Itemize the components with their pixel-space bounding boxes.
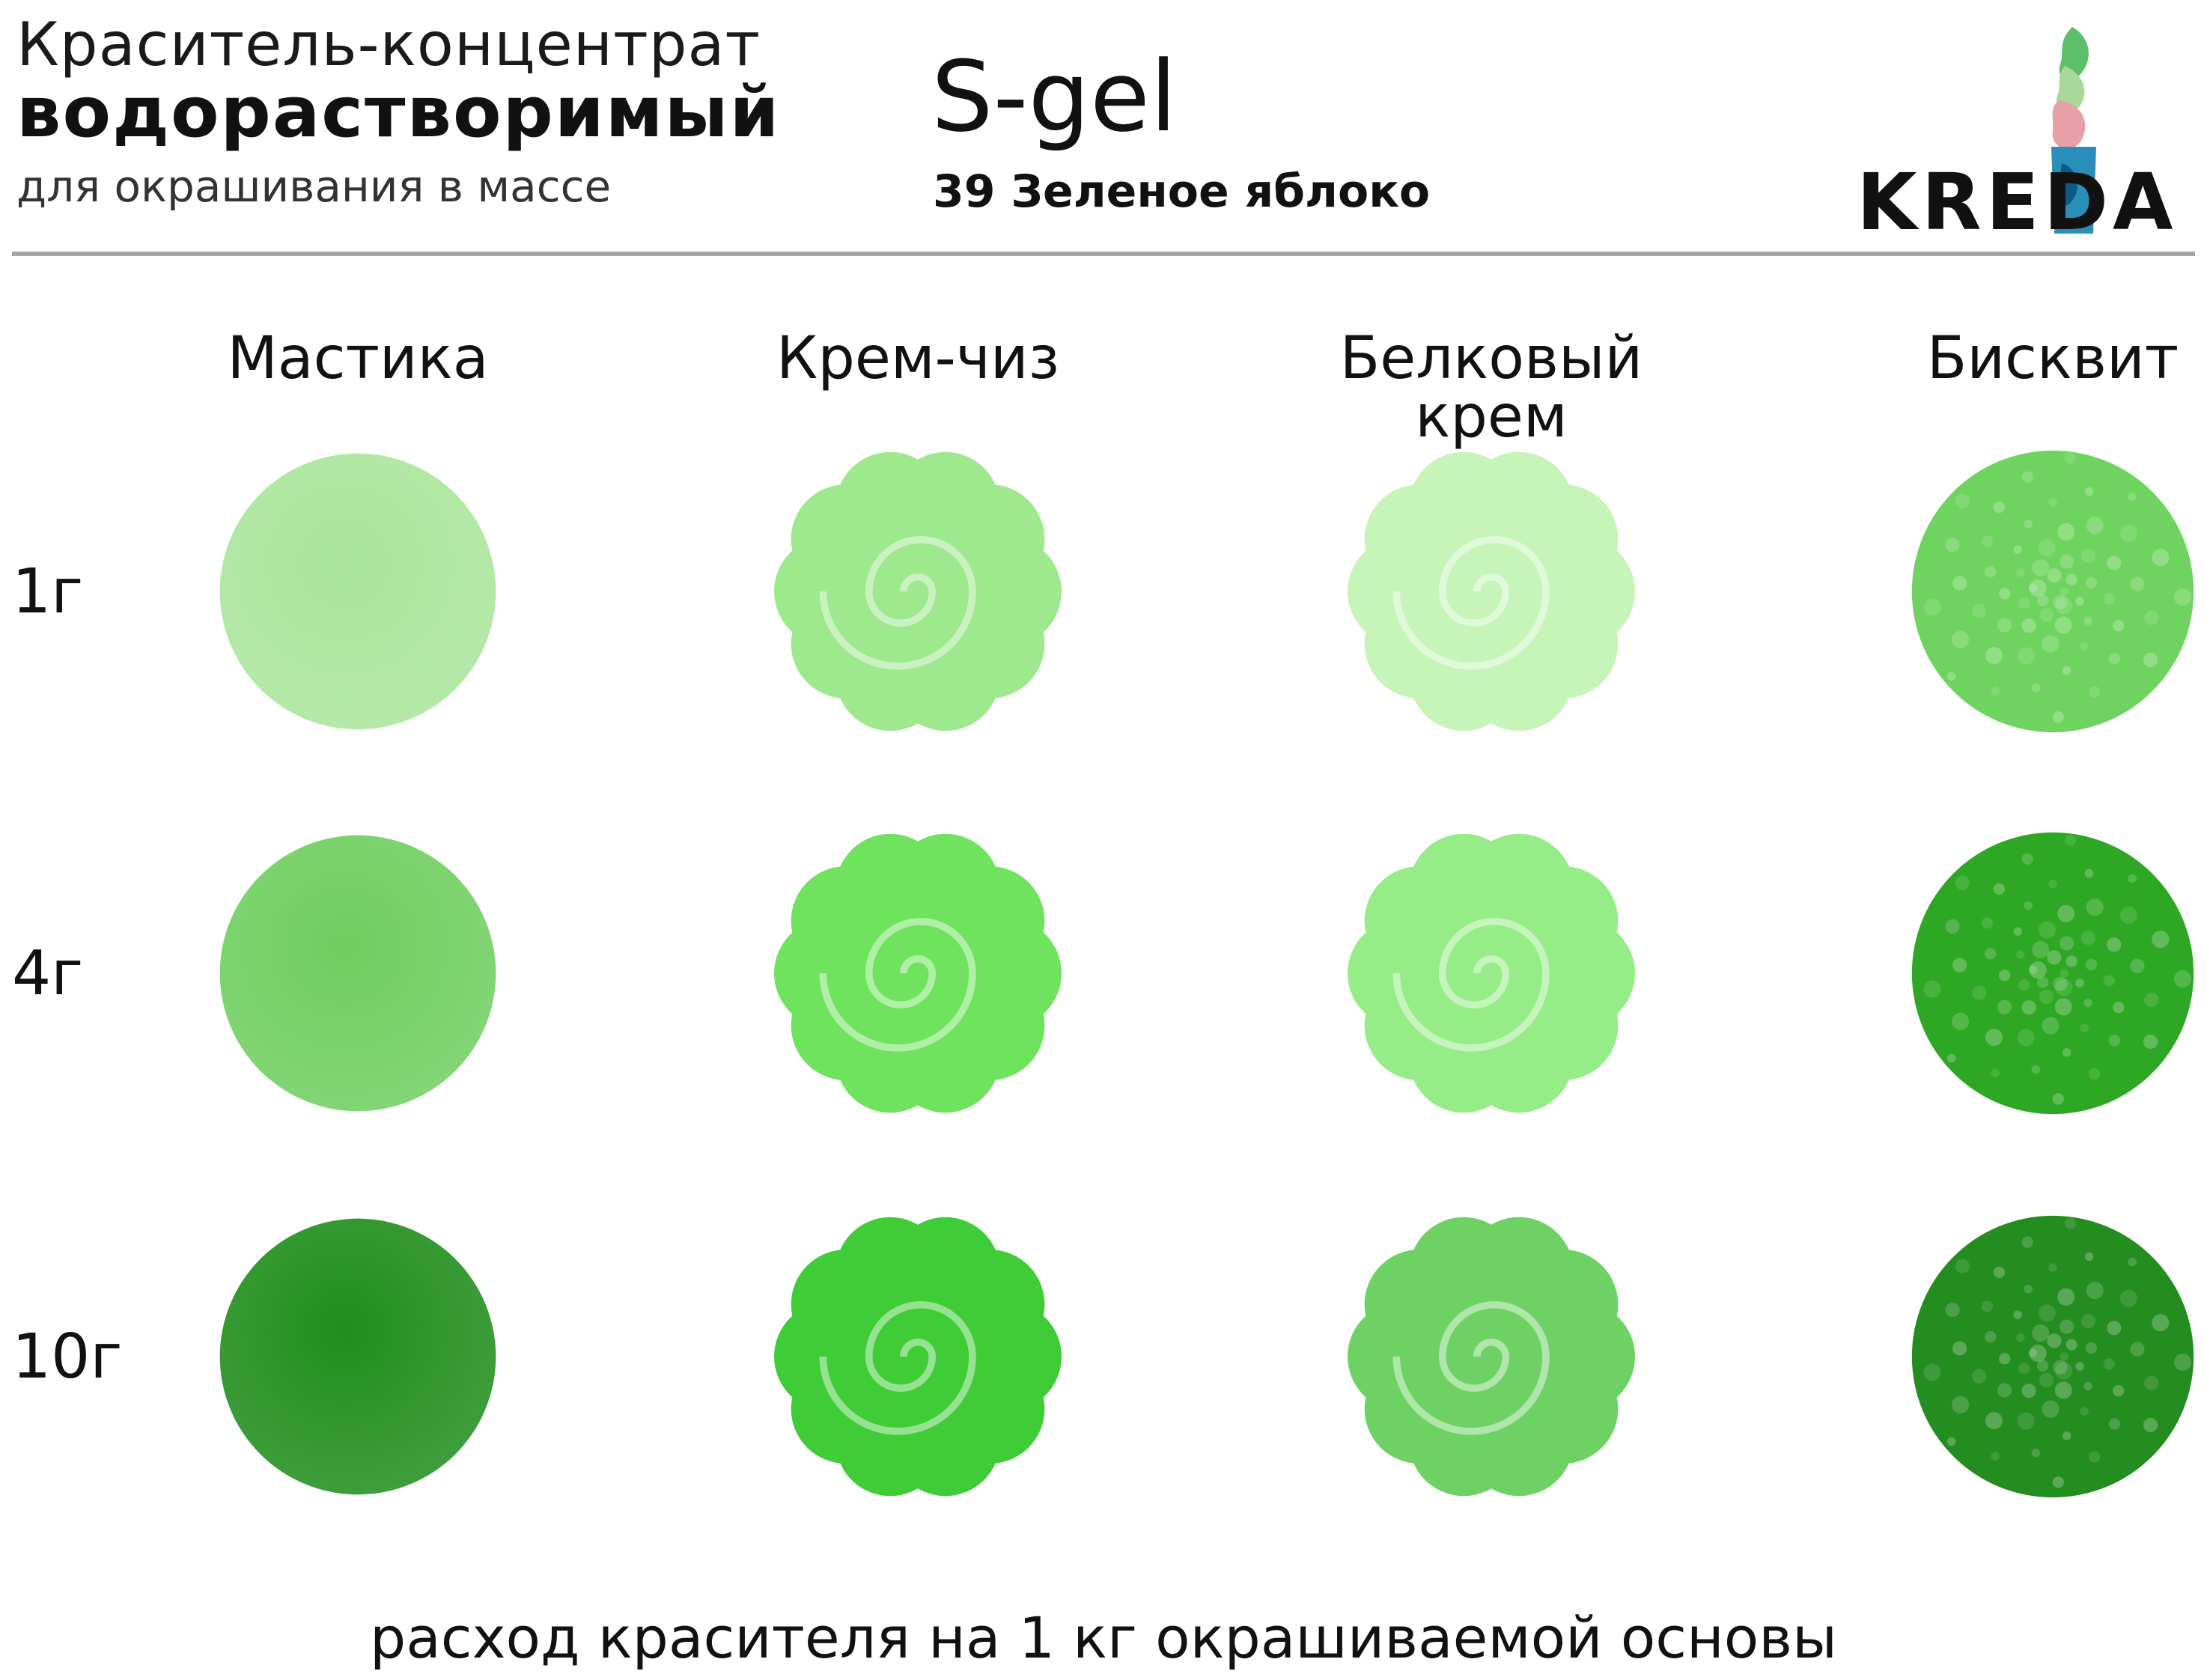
brand-logo: KREDA bbox=[1857, 21, 2186, 246]
product-usage-line: для окрашивания в массе bbox=[16, 161, 612, 212]
meringue-swirl-icon bbox=[1348, 1217, 1635, 1497]
fondant-ball-icon bbox=[219, 453, 496, 730]
column-header: Крем-чиз bbox=[776, 325, 1060, 392]
fondant-ball-icon bbox=[219, 835, 496, 1112]
row-label: 10г bbox=[12, 1321, 123, 1393]
row-label: 1г bbox=[12, 556, 84, 627]
cream-cheese-swirl-icon bbox=[774, 1217, 1062, 1497]
column-header: Бисквит bbox=[1926, 325, 2179, 392]
row-label: 4г bbox=[12, 938, 84, 1009]
cream-cheese-swirl-icon bbox=[774, 833, 1062, 1113]
product-name: S-gel bbox=[931, 40, 1178, 153]
sponge-cake-crumb-icon bbox=[1911, 1215, 2194, 1498]
logo-splash-icon bbox=[2051, 27, 2096, 234]
usage-footnote: расход красителя на 1 кг окрашиваемой ос… bbox=[369, 1604, 1837, 1671]
column-header: Белковый крем bbox=[1339, 325, 1643, 451]
sponge-cake-crumb-icon bbox=[1911, 832, 2194, 1115]
product-type-line: Краситель-концентрат bbox=[16, 10, 761, 79]
meringue-swirl-icon bbox=[1348, 833, 1635, 1113]
sponge-cake-crumb-icon bbox=[1911, 450, 2194, 733]
logo-text: KREDA bbox=[1857, 156, 2178, 248]
meringue-swirl-icon bbox=[1348, 451, 1635, 731]
column-header: Мастика bbox=[227, 325, 489, 392]
color-name: 39 Зеленое яблоко bbox=[933, 165, 1431, 218]
product-property-line: водорастворимый bbox=[16, 72, 781, 153]
fondant-ball-icon bbox=[219, 1218, 496, 1495]
header-divider bbox=[12, 252, 2195, 256]
cream-cheese-swirl-icon bbox=[774, 451, 1062, 731]
